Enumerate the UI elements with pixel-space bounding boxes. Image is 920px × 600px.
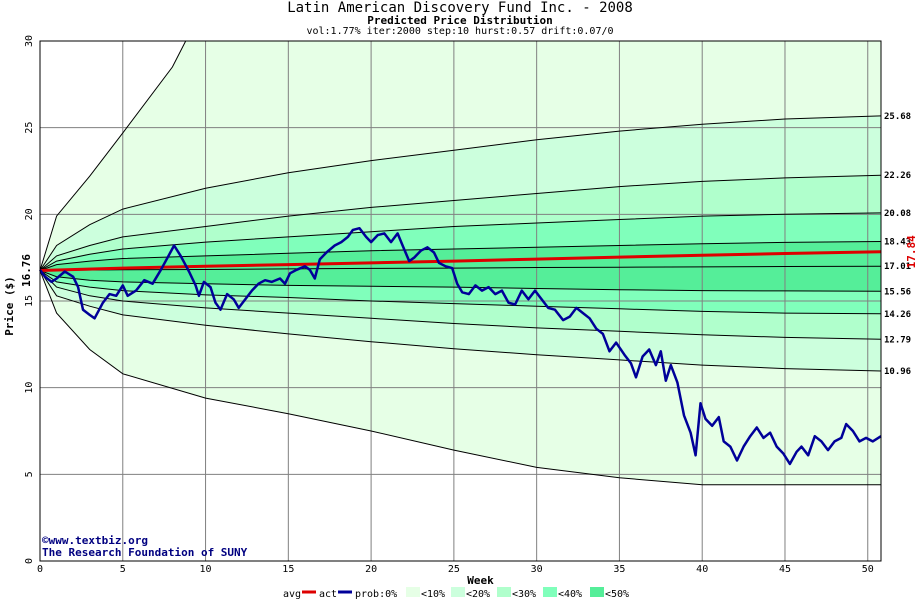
- y-tick-label: 30: [24, 35, 35, 47]
- percentile-line: [40, 174, 881, 271]
- x-tick-label: 25: [448, 564, 460, 575]
- legend-swatch-band: [543, 587, 557, 597]
- x-tick-label: 50: [862, 564, 874, 575]
- y-tick-label: 5: [24, 471, 35, 477]
- percentile-label: 10.96: [884, 367, 911, 377]
- y-axis-label: Price ($): [3, 276, 16, 336]
- series-line-avg: [39, 250, 882, 272]
- legend-label-band: <50%: [605, 589, 629, 600]
- legend-label-prob: prob:0%: [355, 589, 397, 600]
- percentile-label: 17.01: [884, 262, 911, 272]
- legend-label-band: <10%: [421, 589, 445, 600]
- percentile-line: [40, 270, 881, 486]
- chart-title: Latin American Discovery Fund Inc. - 200…: [287, 0, 633, 16]
- probability-band-50: [40, 241, 881, 292]
- x-tick-label: 20: [365, 564, 377, 575]
- x-tick-label: 30: [531, 564, 543, 575]
- legend-swatch-band: [451, 587, 465, 597]
- percentile-label: 14.26: [884, 310, 911, 320]
- credit-website: ©www.textbiz.org: [42, 534, 148, 547]
- percentile-label: 20.08: [884, 209, 911, 219]
- percentile-line: [40, 115, 881, 271]
- x-tick-label: 0: [37, 564, 43, 575]
- percentile-line: [40, 265, 881, 271]
- credit-organization: The Research Foundation of SUNY: [42, 546, 248, 559]
- chart-parameters: vol:1.77% iter:2000 step:10 hurst:0.57 d…: [306, 26, 614, 37]
- y-tick-label: 15: [24, 295, 35, 307]
- percentile-label: 18.43: [884, 238, 911, 248]
- legend-label-act: act: [319, 589, 337, 600]
- legend-swatch-band: [497, 587, 511, 597]
- legend-label-band: <40%: [558, 589, 582, 600]
- legend-label-band: <20%: [466, 589, 490, 600]
- percentile-line: [40, 270, 881, 340]
- x-tick-label: 15: [282, 564, 294, 575]
- x-tick-label: 5: [120, 564, 126, 575]
- percentile-line: [40, 270, 881, 315]
- y-tick-label: 25: [24, 122, 35, 134]
- percentile-label: 12.79: [884, 335, 911, 345]
- legend-label-avg: avg: [283, 589, 301, 600]
- percentile-label: 15.56: [884, 287, 911, 297]
- x-axis-label: Week: [467, 574, 494, 587]
- series-line-act: [38, 226, 882, 466]
- chart-subtitle: Predicted Price Distribution: [367, 14, 553, 27]
- y-tick-label: 0: [24, 558, 35, 564]
- y-tick-label: 20: [24, 208, 35, 220]
- legend-label-band: <30%: [512, 589, 536, 600]
- percentile-line: [40, 212, 881, 271]
- x-tick-label: 35: [613, 564, 625, 575]
- x-tick-label: 10: [200, 564, 212, 575]
- end-average-label: 17.84: [905, 235, 918, 268]
- y-tick-label: 10: [24, 382, 35, 394]
- percentile-line: [40, 270, 881, 292]
- percentile-label: 25.68: [884, 112, 911, 122]
- x-tick-label: 45: [779, 564, 791, 575]
- plot-frame: [39, 40, 882, 562]
- percentile-line: [40, 41, 187, 271]
- legend-swatch-band: [406, 587, 420, 597]
- percentile-line: [40, 241, 881, 271]
- percentile-line: [40, 270, 881, 372]
- x-tick-label: 40: [696, 564, 708, 575]
- start-price-label: 16.76: [20, 254, 33, 287]
- percentile-label: 22.26: [884, 171, 911, 181]
- legend-swatch-band: [590, 587, 604, 597]
